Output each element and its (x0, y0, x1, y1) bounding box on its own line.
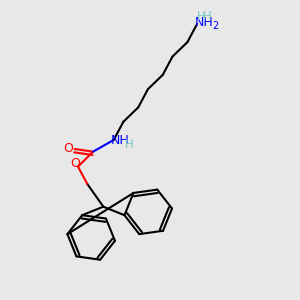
Text: O: O (64, 142, 74, 155)
Text: NH: NH (195, 16, 214, 29)
Text: H: H (197, 10, 206, 23)
Text: NH: NH (110, 134, 129, 147)
Text: 2: 2 (212, 21, 218, 31)
Text: O: O (70, 157, 80, 170)
Text: H: H (203, 10, 212, 23)
Text: H: H (125, 138, 134, 151)
